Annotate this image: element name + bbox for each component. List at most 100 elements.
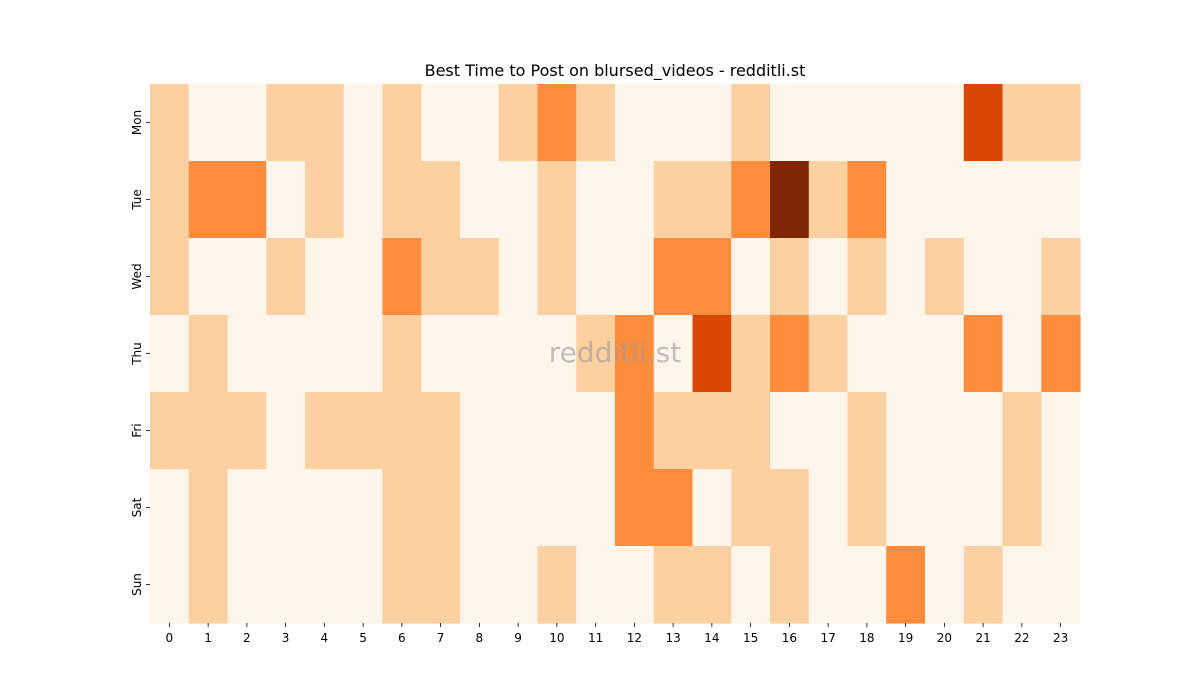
heatmap-cell-tue-12 (615, 161, 655, 239)
heatmap-cell-tue-17 (808, 161, 849, 239)
heatmap-cell-sun-17 (808, 546, 849, 624)
heatmap-cell-mon-3 (266, 84, 306, 162)
heatmap-cell-mon-17 (808, 84, 849, 162)
heatmap-cell-sat-12 (615, 469, 655, 547)
heatmap-cell-mon-12 (615, 84, 655, 162)
heatmap-cell-tue-18 (847, 161, 887, 239)
heatmap-cell-fri-17 (808, 392, 849, 470)
x-tick-label: 23 (1053, 631, 1068, 645)
heatmap-cell-sun-10 (537, 546, 577, 624)
x-tick-label: 13 (665, 631, 680, 645)
heatmap-cell-tue-21 (963, 161, 1004, 239)
heatmap-cell-thu-19 (886, 315, 926, 393)
heatmap-cell-thu-12 (615, 315, 655, 393)
heatmap-cell-thu-20 (925, 315, 965, 393)
heatmap-cell-fri-6 (382, 392, 422, 470)
heatmap-cell-wed-16 (770, 238, 810, 316)
heatmap-cell-thu-13 (653, 315, 694, 393)
y-tick-label: Mon (130, 110, 144, 135)
heatmap-cell-thu-18 (847, 315, 887, 393)
x-tick-label: 5 (359, 631, 367, 645)
heatmap-cell-sat-3 (266, 469, 306, 547)
heatmap-cell-tue-3 (266, 161, 306, 239)
heatmap-cell-fri-22 (1002, 392, 1042, 470)
heatmap-cell-thu-21 (963, 315, 1004, 393)
heatmap-cell-thu-11 (576, 315, 616, 393)
heatmap-cell-wed-8 (460, 238, 500, 316)
heatmap-cell-tue-1 (188, 161, 229, 239)
heatmap-cell-mon-5 (343, 84, 384, 162)
heatmap-cell-sat-7 (421, 469, 461, 547)
heatmap-cell-sat-19 (886, 469, 926, 547)
heatmap-cell-thu-8 (460, 315, 500, 393)
heatmap-cell-fri-15 (731, 392, 771, 470)
heatmap-cell-sun-13 (653, 546, 694, 624)
heatmap-cell-sun-14 (692, 546, 732, 624)
heatmap-cell-wed-5 (343, 238, 384, 316)
heatmap-cell-sun-2 (227, 546, 267, 624)
heatmap-cell-mon-0 (150, 84, 190, 162)
heatmap-cell-mon-23 (1041, 84, 1081, 162)
heatmap-cell-sat-20 (925, 469, 965, 547)
heatmap-cell-mon-9 (498, 84, 539, 162)
heatmap-cell-sat-21 (963, 469, 1004, 547)
heatmap-cell-sun-7 (421, 546, 461, 624)
heatmap-cell-thu-17 (808, 315, 849, 393)
x-tick-label: 18 (859, 631, 874, 645)
heatmap-cell-thu-4 (305, 315, 345, 393)
heatmap-cell-sun-11 (576, 546, 616, 624)
heatmap-cell-sat-23 (1041, 469, 1081, 547)
heatmap-cell-thu-10 (537, 315, 577, 393)
heatmap-cell-thu-0 (150, 315, 190, 393)
heatmap-cell-thu-9 (498, 315, 539, 393)
heatmap-cell-sat-14 (692, 469, 732, 547)
heatmap-cell-fri-4 (305, 392, 345, 470)
heatmap-cell-mon-2 (227, 84, 267, 162)
heatmap-cell-fri-23 (1041, 392, 1081, 470)
heatmap-cell-sun-23 (1041, 546, 1081, 624)
heatmap-cells (150, 84, 1081, 624)
heatmap-cell-tue-0 (150, 161, 190, 239)
x-tick-label: 2 (243, 631, 251, 645)
y-axis: Mon Tue Wed Thu Fri Sat Sun (130, 110, 150, 596)
heatmap-cell-sun-8 (460, 546, 500, 624)
x-tick-label: 12 (627, 631, 642, 645)
heatmap-cell-thu-3 (266, 315, 306, 393)
heatmap-cell-wed-18 (847, 238, 887, 316)
heatmap-cell-tue-19 (886, 161, 926, 239)
heatmap-cell-wed-23 (1041, 238, 1081, 316)
heatmap-cell-fri-9 (498, 392, 539, 470)
heatmap-cell-fri-21 (963, 392, 1004, 470)
y-tick-label: Fri (130, 423, 144, 437)
heatmap-cell-fri-3 (266, 392, 306, 470)
heatmap-cell-sat-11 (576, 469, 616, 547)
heatmap-cell-sun-9 (498, 546, 539, 624)
heatmap-cell-wed-14 (692, 238, 732, 316)
heatmap-cell-sat-13 (653, 469, 694, 547)
y-tick-label: Tue (130, 189, 144, 211)
heatmap-cell-thu-15 (731, 315, 771, 393)
y-tick-label: Sat (130, 497, 144, 517)
heatmap-cell-sun-15 (731, 546, 771, 624)
heatmap-cell-mon-1 (188, 84, 229, 162)
heatmap-cell-mon-13 (653, 84, 694, 162)
heatmap-cell-fri-18 (847, 392, 887, 470)
heatmap-cell-wed-7 (421, 238, 461, 316)
heatmap-cell-tue-7 (421, 161, 461, 239)
x-axis: 0 1 2 3 4 5 6 7 8 9 10 11 12 13 14 15 16 17 18 19 20 21 22 23 (166, 623, 1068, 645)
heatmap-cell-sat-9 (498, 469, 539, 547)
heatmap-cell-thu-22 (1002, 315, 1042, 393)
heatmap-cell-mon-11 (576, 84, 616, 162)
heatmap-cell-wed-12 (615, 238, 655, 316)
heatmap-cell-sun-5 (343, 546, 384, 624)
heatmap-cell-fri-0 (150, 392, 190, 470)
heatmap-cell-sun-1 (188, 546, 229, 624)
x-tick-label: 11 (588, 631, 603, 645)
x-tick-label: 20 (937, 631, 952, 645)
heatmap-cell-mon-16 (770, 84, 810, 162)
x-tick-label: 0 (166, 631, 174, 645)
x-tick-label: 14 (704, 631, 719, 645)
heatmap-cell-mon-14 (692, 84, 732, 162)
heatmap-cell-sat-2 (227, 469, 267, 547)
heatmap-cell-tue-8 (460, 161, 500, 239)
